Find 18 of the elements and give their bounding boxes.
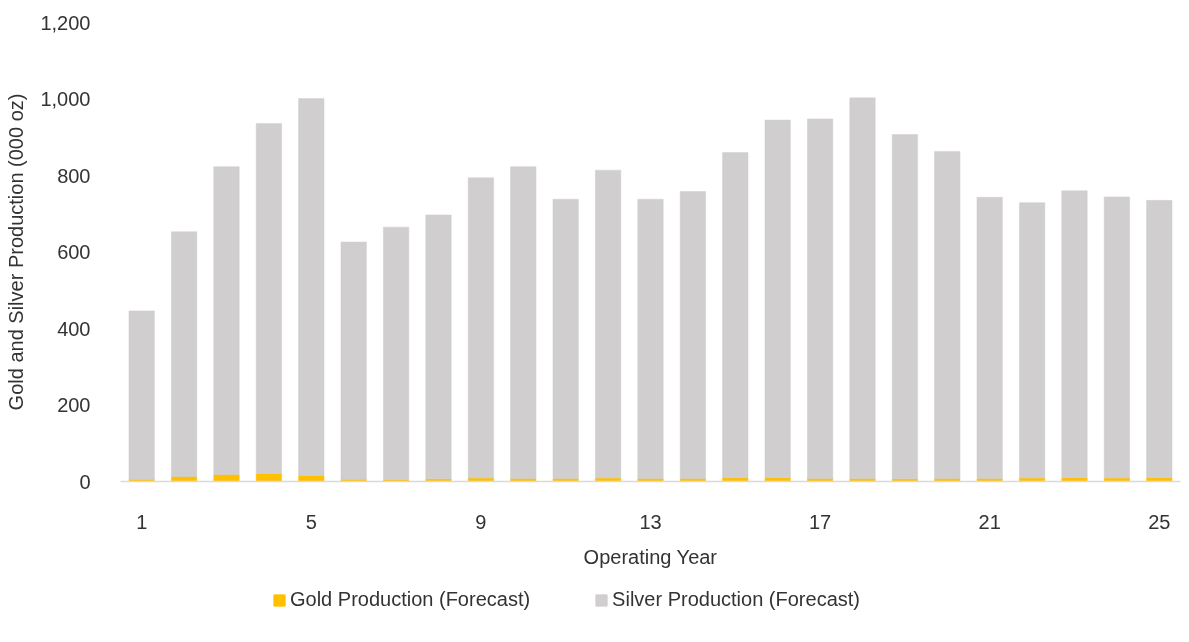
y-tick-label: 0 xyxy=(79,470,91,493)
x-tick-label: 1 xyxy=(136,510,148,533)
y-axis-title: Gold and Silver Production (000 oz) xyxy=(5,93,28,411)
x-tick-label: 25 xyxy=(1148,510,1171,533)
legend-label: Gold Production (Forecast) xyxy=(290,588,531,611)
x-axis-title: Operating Year xyxy=(583,545,718,568)
y-tick-label: 400 xyxy=(57,317,91,340)
y-tick-label: 200 xyxy=(57,394,91,416)
legend-label: Silver Production (Forecast) xyxy=(612,588,860,611)
x-tick-label: 17 xyxy=(808,510,832,533)
x-tick-label: 21 xyxy=(978,510,1001,533)
x-tick-label: 13 xyxy=(639,510,662,533)
y-tick-label: 800 xyxy=(57,164,91,187)
x-tick-label: 9 xyxy=(475,510,487,533)
y-tick-label: 1,000 xyxy=(40,88,91,110)
y-tick-label: 1,200 xyxy=(40,11,91,34)
y-tick-label: 600 xyxy=(57,241,91,263)
x-tick-label: 5 xyxy=(305,510,317,533)
